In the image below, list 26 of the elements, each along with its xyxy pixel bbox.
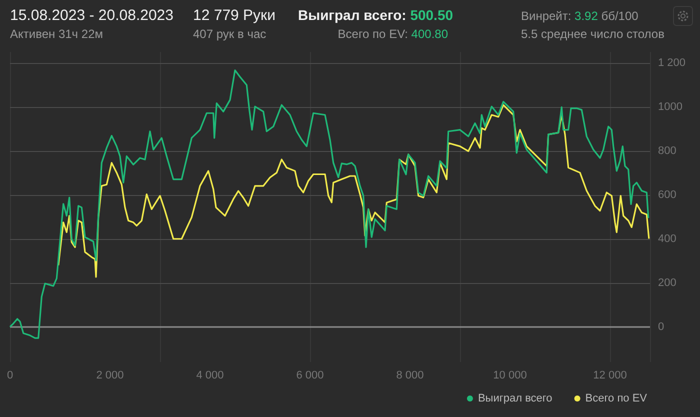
text: Выиграл всего: 500.50 <box>298 7 454 23</box>
y-tick-label: 1 200 <box>658 56 686 69</box>
x-tick-label: 4 000 <box>196 370 224 382</box>
x-tick-label: 8 000 <box>396 370 424 382</box>
legend-label: Всего по EV <box>585 392 648 404</box>
y-tick-label: 800 <box>658 144 676 157</box>
text: Винрейт: 3.92 бб/100 <box>521 9 639 23</box>
x-tick-label: 6 000 <box>296 370 324 382</box>
text: Всего по EV: 400.80 <box>338 27 448 41</box>
x-tick-label: 12 000 <box>593 370 627 382</box>
x-tick-label: 0 <box>6 370 14 382</box>
y-tick-label: 400 <box>658 232 676 245</box>
chart-title: 15.08.2023 - 20.08.2023 <box>10 7 174 24</box>
text: 12 779 Руки <box>193 7 276 24</box>
text: 407 рук в час <box>193 27 266 41</box>
y-tick-label: 0 <box>658 320 664 333</box>
x-tick-label: 10 000 <box>493 370 527 382</box>
text: 5.5 среднее число столов <box>521 27 664 41</box>
line-series <box>9 69 650 339</box>
legend-label: Выиграл всего <box>478 392 552 404</box>
line-series <box>58 104 650 278</box>
y-tick-label: 600 <box>658 188 676 201</box>
x-tick-label: 2 000 <box>96 370 124 382</box>
y-tick-label: 200 <box>658 276 676 289</box>
chart-subtitle: Активен 31ч 22м <box>10 27 103 41</box>
y-tick-label: 1000 <box>658 100 682 113</box>
